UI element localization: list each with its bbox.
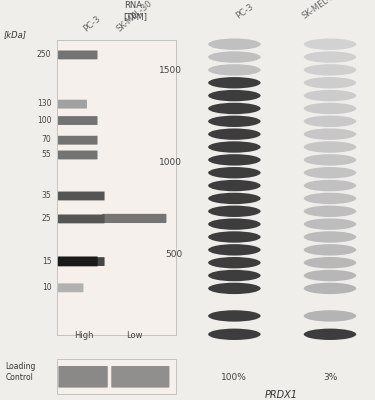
Ellipse shape: [208, 128, 261, 140]
Text: SK-MEL-30: SK-MEL-30: [115, 0, 154, 33]
Ellipse shape: [304, 193, 356, 204]
Ellipse shape: [208, 283, 261, 294]
Ellipse shape: [304, 206, 356, 217]
Ellipse shape: [208, 231, 261, 243]
Text: 25: 25: [42, 214, 51, 223]
Ellipse shape: [208, 193, 261, 204]
FancyBboxPatch shape: [58, 257, 105, 266]
Text: RNA
[TPM]: RNA [TPM]: [124, 1, 148, 21]
Ellipse shape: [208, 90, 261, 101]
Ellipse shape: [304, 141, 356, 153]
Ellipse shape: [208, 244, 261, 256]
Ellipse shape: [208, 64, 261, 76]
Ellipse shape: [304, 329, 356, 340]
Ellipse shape: [208, 141, 261, 153]
Ellipse shape: [304, 218, 356, 230]
Ellipse shape: [304, 167, 356, 178]
Ellipse shape: [208, 103, 261, 114]
Ellipse shape: [208, 167, 261, 178]
Text: [kDa]: [kDa]: [4, 30, 27, 39]
Text: SK-MEL-30: SK-MEL-30: [300, 0, 341, 21]
Ellipse shape: [304, 257, 356, 268]
Ellipse shape: [304, 180, 356, 191]
FancyBboxPatch shape: [57, 359, 177, 394]
Text: 15: 15: [42, 256, 51, 266]
Text: 250: 250: [37, 50, 51, 59]
Ellipse shape: [208, 38, 261, 50]
Text: 100%: 100%: [221, 374, 248, 382]
Ellipse shape: [208, 218, 261, 230]
Ellipse shape: [304, 116, 356, 127]
FancyBboxPatch shape: [58, 150, 98, 159]
Text: 70: 70: [42, 135, 51, 144]
Ellipse shape: [208, 310, 261, 322]
Ellipse shape: [304, 310, 356, 322]
FancyBboxPatch shape: [58, 366, 108, 388]
Text: PC-3: PC-3: [81, 14, 102, 33]
Text: 100: 100: [37, 116, 51, 124]
Ellipse shape: [208, 154, 261, 166]
Text: PC-3: PC-3: [234, 2, 255, 21]
FancyBboxPatch shape: [57, 40, 177, 335]
Ellipse shape: [304, 244, 356, 256]
Ellipse shape: [304, 77, 356, 88]
Ellipse shape: [208, 51, 261, 63]
FancyBboxPatch shape: [58, 192, 105, 200]
Text: Low: Low: [126, 331, 142, 340]
FancyBboxPatch shape: [58, 136, 98, 145]
Ellipse shape: [304, 103, 356, 114]
Ellipse shape: [304, 51, 356, 63]
Text: 130: 130: [37, 99, 51, 108]
Text: High: High: [74, 331, 94, 340]
FancyBboxPatch shape: [111, 366, 170, 388]
Ellipse shape: [304, 90, 356, 101]
FancyBboxPatch shape: [102, 214, 166, 223]
Text: 55: 55: [42, 150, 51, 159]
Ellipse shape: [304, 270, 356, 281]
Ellipse shape: [208, 180, 261, 191]
Text: PRDX1: PRDX1: [265, 390, 298, 400]
FancyBboxPatch shape: [58, 116, 98, 125]
Ellipse shape: [304, 231, 356, 243]
Text: 10: 10: [42, 283, 51, 292]
Ellipse shape: [304, 38, 356, 50]
Ellipse shape: [304, 283, 356, 294]
FancyBboxPatch shape: [58, 100, 87, 108]
Ellipse shape: [208, 329, 261, 340]
Text: 35: 35: [42, 191, 51, 200]
Ellipse shape: [208, 257, 261, 268]
FancyBboxPatch shape: [58, 214, 105, 223]
Ellipse shape: [304, 154, 356, 166]
Text: Loading
Control: Loading Control: [6, 362, 36, 382]
Text: 3%: 3%: [323, 374, 337, 382]
FancyBboxPatch shape: [58, 283, 83, 292]
Ellipse shape: [208, 116, 261, 127]
FancyBboxPatch shape: [58, 50, 98, 59]
Ellipse shape: [208, 206, 261, 217]
FancyBboxPatch shape: [58, 256, 98, 266]
Ellipse shape: [304, 64, 356, 76]
Ellipse shape: [304, 128, 356, 140]
Ellipse shape: [208, 77, 261, 88]
Ellipse shape: [208, 270, 261, 281]
